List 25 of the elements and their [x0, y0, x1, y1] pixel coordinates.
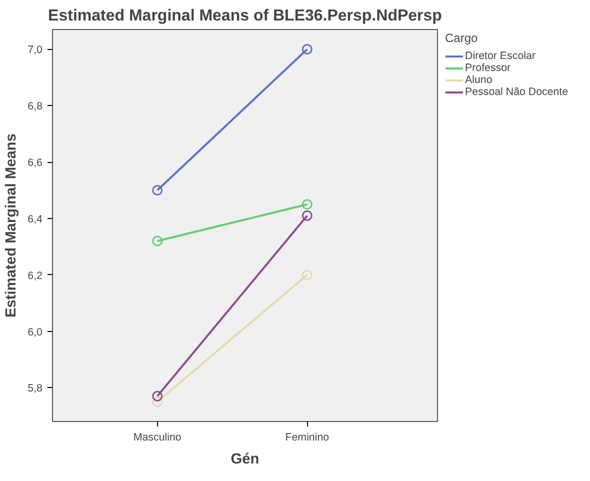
point	[302, 44, 312, 54]
legend-label: Professor	[465, 62, 511, 74]
point	[152, 236, 163, 246]
y-tick-label: 5,8	[28, 382, 43, 395]
y-axis-title: Estimated Marginal Means	[4, 133, 20, 318]
point	[302, 199, 312, 210]
point	[152, 185, 163, 196]
chart-title: Estimated Marginal Means of BLE36.Persp.NdPersp	[48, 8, 442, 24]
legend-label: Aluno	[465, 74, 492, 86]
y-tick-label: 6,4	[28, 213, 43, 226]
x-tick-label: Feminino	[285, 432, 330, 444]
y-tick-label: 6,6	[28, 157, 43, 170]
point	[302, 270, 312, 280]
legend-label: Pessoal Não Docente	[465, 86, 568, 98]
legend-label: Diretor Escolar	[465, 50, 536, 62]
y-tick-label: 6,8	[28, 100, 43, 113]
x-tick-label: Masculino	[133, 432, 182, 444]
point	[152, 396, 163, 407]
x-axis-title: Gén	[230, 452, 260, 468]
y-tick-label: 6,2	[28, 270, 43, 282]
point	[302, 210, 312, 221]
y-tick-label: 6,0	[28, 326, 43, 338]
point	[152, 390, 163, 402]
legend-title: Cargo	[445, 31, 479, 45]
y-tick-label: 7,0	[28, 44, 43, 56]
